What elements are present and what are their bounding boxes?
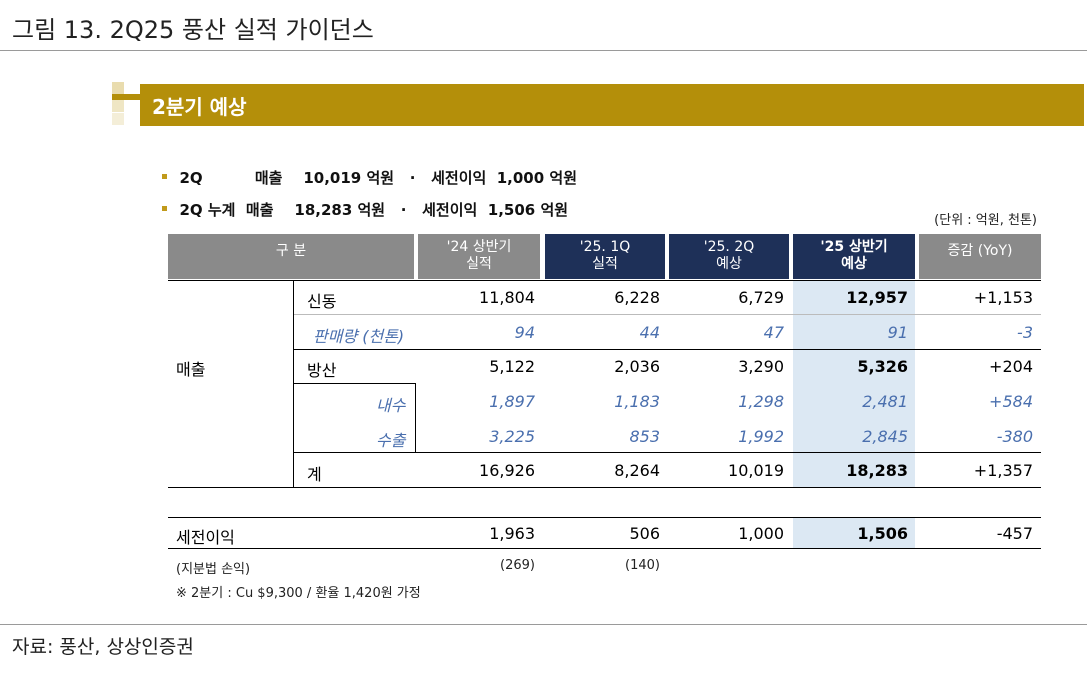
- cell-value: 6,729: [738, 288, 784, 307]
- cell-value: 12,957: [846, 288, 908, 307]
- header-25q1: '25. 1Q 실적: [545, 234, 665, 279]
- table-rule: [293, 280, 294, 487]
- group-label-sales: 매출: [176, 360, 206, 379]
- header-24h1: '24 상반기 실적: [418, 234, 540, 279]
- cell-value: 1,298: [738, 392, 784, 411]
- cell-value: 2,481: [862, 392, 908, 411]
- table-rule: [293, 349, 1041, 350]
- cell-value: 2,845: [862, 427, 908, 446]
- cell-value: 16,926: [479, 461, 535, 480]
- figure-title: 그림 13. 2Q25 풍산 실적 가이던스: [12, 16, 374, 44]
- cell-value: 5,122: [489, 357, 535, 376]
- cell-value: 5,326: [857, 357, 908, 376]
- cell-value: 1,183: [614, 392, 660, 411]
- row-label-domestic: 내수: [376, 396, 406, 415]
- banner-decoration: [112, 82, 140, 128]
- cell-value: (140): [625, 558, 660, 573]
- cell-value: +1,357: [973, 461, 1033, 480]
- table-rule: [168, 548, 1041, 549]
- unit-label: (단위 : 억원, 천톤): [934, 213, 1037, 228]
- bullet-text: 2Q 매출 10,019 억원 · 세전이익 1,000 억원: [179, 169, 578, 187]
- table-rule: [168, 517, 1041, 518]
- source-note: 자료: 풍산, 상상인증권: [12, 636, 194, 658]
- bullet-text: 2Q 누계 매출 18,283 억원 · 세전이익 1,506 억원: [179, 201, 569, 219]
- cell-value: 91: [887, 323, 908, 342]
- bullet-square-icon: [162, 174, 168, 179]
- cell-value: 47: [763, 323, 784, 342]
- footnote: ※ 2분기 : Cu $9,300 / 환율 1,420원 가정: [176, 586, 421, 601]
- row-label-sindong: 신동: [307, 292, 337, 311]
- bottom-divider: [0, 624, 1087, 625]
- cell-value: 18,283: [846, 461, 908, 480]
- cell-value: 10,019: [728, 461, 784, 480]
- row-label-pretax: 세전이익: [176, 528, 235, 547]
- cell-value: -3: [1017, 323, 1033, 342]
- table-rule: [415, 383, 416, 452]
- cell-value: 8,264: [614, 461, 660, 480]
- bullet-square-icon: [162, 206, 168, 211]
- cell-value: 11,804: [479, 288, 535, 307]
- table-rule: [293, 314, 1041, 315]
- cell-value: 2,036: [614, 357, 660, 376]
- bullet-2q: 2Q 매출 10,019 억원 · 세전이익 1,000 억원: [152, 149, 577, 188]
- cell-value: +204: [989, 357, 1033, 376]
- bullet-2q-cumulative: 2Q 누계 매출 18,283 억원 · 세전이익 1,506 억원: [152, 181, 568, 220]
- table-rule: [168, 280, 1041, 281]
- cell-value: -457: [996, 524, 1033, 543]
- header-yoy: 증감 (YoY): [919, 234, 1041, 279]
- cell-value: 1,000: [738, 524, 784, 543]
- cell-value: 1,992: [738, 427, 784, 446]
- section-banner: 2분기 예상: [140, 84, 1084, 126]
- header-25h1: '25 상반기 예상: [793, 234, 915, 279]
- row-label-equity: (지분법 손익): [176, 562, 251, 577]
- highlight-column: [793, 281, 915, 488]
- row-label-total: 계: [307, 465, 322, 484]
- cell-value: 506: [629, 524, 660, 543]
- cell-value: 1,963: [489, 524, 535, 543]
- top-divider: [0, 50, 1087, 51]
- cell-value: +584: [989, 392, 1033, 411]
- cell-value: -380: [996, 427, 1033, 446]
- cell-value: 44: [639, 323, 660, 342]
- table-rule: [293, 452, 1041, 453]
- cell-value: 3,225: [489, 427, 535, 446]
- table-rule: [168, 487, 1041, 488]
- cell-value: +1,153: [973, 288, 1033, 307]
- highlight-column-pretax: [793, 518, 915, 548]
- cell-value: 6,228: [614, 288, 660, 307]
- row-label-defense: 방산: [307, 361, 337, 380]
- row-label-sales-volume: 판매량 (천톤): [313, 327, 405, 346]
- table-rule: [293, 383, 415, 384]
- cell-value: 1,897: [489, 392, 535, 411]
- cell-value: 1,506: [857, 524, 908, 543]
- header-category: 구 분: [168, 234, 414, 279]
- banner-title: 2분기 예상: [152, 95, 247, 119]
- cell-value: 94: [514, 323, 535, 342]
- cell-value: 853: [629, 427, 660, 446]
- row-label-export: 수출: [376, 431, 406, 450]
- cell-value: 3,290: [738, 357, 784, 376]
- cell-value: (269): [500, 558, 535, 573]
- header-25q2: '25. 2Q 예상: [669, 234, 789, 279]
